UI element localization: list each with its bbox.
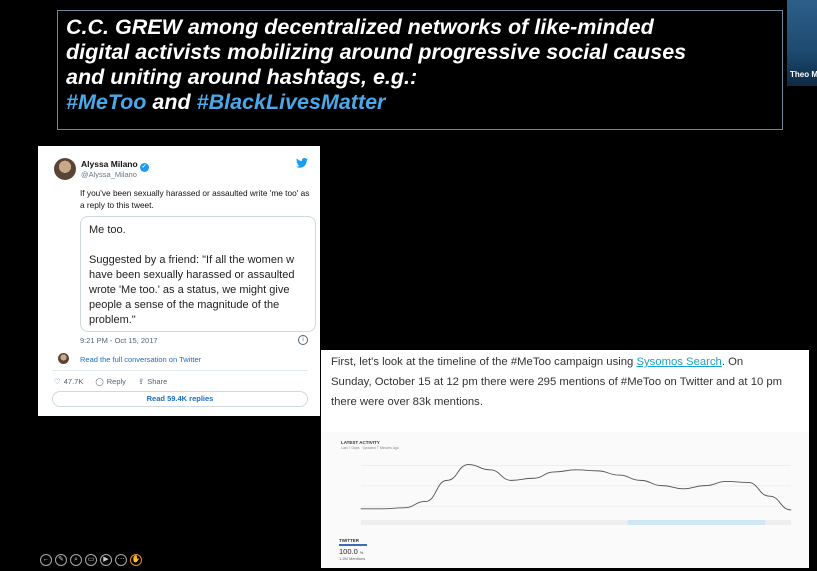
quoted-text-box[interactable]: Me too. Suggested by a friend: "If all t… <box>80 216 316 332</box>
title-line-2: digital activists mobilizing around prog… <box>66 40 687 64</box>
data-point-19 <box>769 495 770 497</box>
reply-label: Reply <box>106 377 126 386</box>
data-point-10 <box>575 469 577 471</box>
data-point-6 <box>489 469 491 471</box>
chart-panel-title: LATEST ACTIVITY <box>341 440 380 445</box>
tweet-text: If you've been sexually harassed or assa… <box>80 188 310 210</box>
quote-line: people a sense of the magnitude of the <box>89 299 280 311</box>
pointer-icon[interactable]: ✋ <box>130 554 142 566</box>
verified-icon: ✓ <box>139 163 149 172</box>
video-icon[interactable]: ▶ <box>100 554 112 566</box>
like-button[interactable]: ♡ 47.7K <box>54 377 83 386</box>
read-full-conversation-link[interactable]: Read the full conversation on Twitter <box>80 355 202 364</box>
pen-icon[interactable]: ✎ <box>55 554 67 566</box>
quote-line <box>89 238 315 253</box>
data-point-11 <box>597 470 598 472</box>
share-icon: ⇪ <box>137 377 145 386</box>
quote-line: wrote 'Me too.' as a status, we might gi… <box>89 284 290 296</box>
twitter-pct-value: 100.0 <box>339 547 358 556</box>
hashtag-metoo: #MeToo <box>66 90 147 114</box>
chart-panel-subtitle: Last 7 Days · Updated 7 Minutes Ago <box>341 446 399 450</box>
share-button[interactable]: ⇪ Share <box>138 377 167 386</box>
twitter-source-label: TWITTER <box>339 538 359 543</box>
hashtag-blm: #BlackLivesMatter <box>196 90 386 114</box>
data-point-16 <box>704 485 706 487</box>
more-icon[interactable]: ⋯ <box>115 554 127 566</box>
data-point-9 <box>554 471 555 473</box>
conversation-avatar <box>58 353 69 364</box>
data-point-4 <box>446 479 448 481</box>
series-line <box>360 464 792 511</box>
tweet-timestamp[interactable]: 9:21 PM - Oct 15, 2017 <box>80 336 158 345</box>
tweet-actions: ♡ 47.7K ◯ Reply ⇪ Share <box>54 377 167 386</box>
author-name-row[interactable]: Alyssa Milano ✓ <box>81 159 149 172</box>
data-point-15 <box>683 488 684 490</box>
activity-chart-panel: LATEST ACTIVITY Last 7 Days · Updated 7 … <box>321 432 809 568</box>
zoom-icon[interactable]: ⌕ <box>70 554 82 566</box>
article-text-after-link: . On <box>721 356 744 368</box>
hashtag-conjunction: and <box>146 90 197 114</box>
info-icon[interactable]: i <box>298 335 308 345</box>
data-point-1 <box>382 508 383 510</box>
title-line-hashtags: #MeToo and #BlackLivesMatter <box>66 90 774 115</box>
mentions-count: 1.2M Mentions <box>339 556 366 561</box>
activity-chart <box>360 464 792 525</box>
article-line-2: Sunday, October 15 at 12 pm there were 2… <box>331 376 783 388</box>
article-line-3: there were over 83k mentions. <box>331 396 483 408</box>
read-replies-button[interactable]: Read 59.4K replies <box>52 391 308 407</box>
range-slider-selection[interactable] <box>627 520 766 525</box>
data-point-14 <box>661 485 663 487</box>
data-point-3 <box>425 501 426 502</box>
article-excerpt: First, let's look at the timeline of the… <box>321 350 809 568</box>
twitter-pct-unit: % <box>359 550 364 555</box>
twitter-bird-icon[interactable] <box>296 158 308 168</box>
quote-line: Me too. <box>89 224 126 236</box>
slide-title-box: C.C. GREW among decentralized networks o… <box>57 10 783 130</box>
presentation-toolbar: ← ✎ ⌕ ▭ ▶ ⋯ ✋ <box>40 554 142 566</box>
back-icon[interactable]: ← <box>40 554 52 566</box>
quote-line: have been sexually harassed or assaulted <box>89 269 295 281</box>
participant-name: Theo M <box>790 70 817 79</box>
data-point-8 <box>532 477 534 479</box>
sysomos-search-link[interactable]: Sysomos Search <box>636 356 722 368</box>
article-line-1: First, let's look at the timeline of the… <box>331 356 743 368</box>
divider <box>52 370 308 371</box>
article-text-before-link: First, let's look at the timeline of the… <box>331 356 637 368</box>
data-point-20 <box>790 509 792 511</box>
data-point-13 <box>640 479 641 481</box>
twitter-share-bar <box>339 544 367 546</box>
data-point-18 <box>747 482 749 483</box>
range-slider-track[interactable] <box>361 520 791 525</box>
quote-line: Suggested by a friend: "If all the women… <box>89 254 295 266</box>
captions-icon[interactable]: ▭ <box>85 554 97 566</box>
heart-icon: ♡ <box>54 377 61 386</box>
participant-video[interactable] <box>787 0 817 86</box>
reply-icon: ◯ <box>95 377 104 386</box>
twitter-percentage: 100.0% <box>339 547 363 556</box>
share-label: Share <box>147 377 168 386</box>
title-line-3: and uniting around hashtags, e.g.: <box>66 65 418 89</box>
data-point-5 <box>468 464 469 465</box>
data-point-17 <box>726 481 727 482</box>
author-avatar[interactable] <box>54 158 76 180</box>
data-point-12 <box>618 474 620 476</box>
author-handle[interactable]: @Alyssa_Milano <box>81 170 137 179</box>
data-point-0 <box>360 508 362 510</box>
data-point-7 <box>511 479 512 481</box>
author-name: Alyssa Milano <box>81 159 138 169</box>
reply-button[interactable]: ◯ Reply <box>95 377 126 386</box>
data-point-2 <box>403 507 405 509</box>
quote-line: problem." <box>89 314 136 326</box>
embedded-tweet: Alyssa Milano ✓ @Alyssa_Milano If you've … <box>38 146 320 416</box>
like-count: 47.7K <box>63 377 84 386</box>
title-line-1: C.C. GREW among decentralized networks o… <box>66 15 654 39</box>
